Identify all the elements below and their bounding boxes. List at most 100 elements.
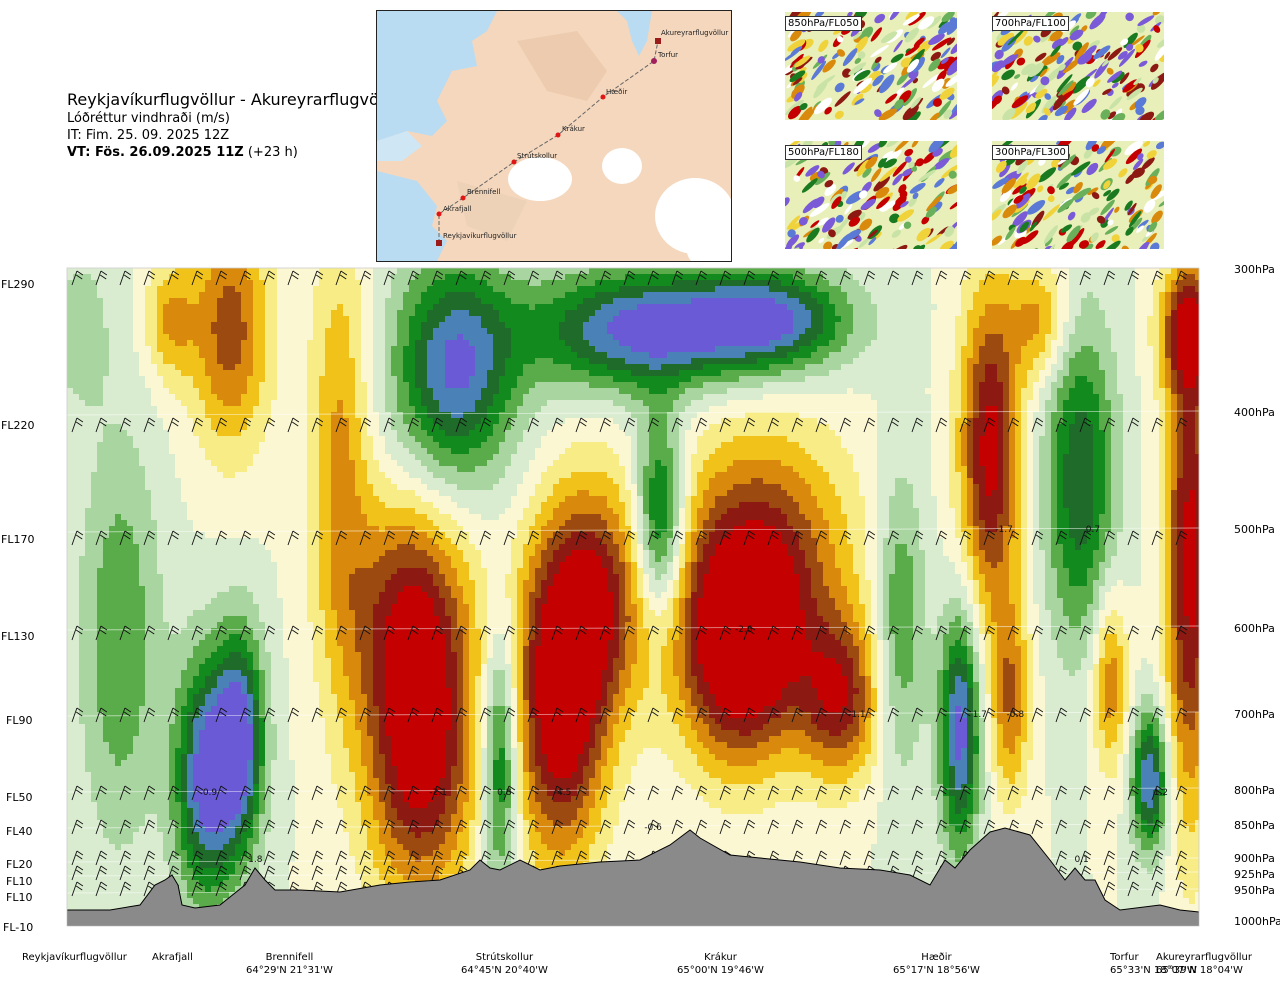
route-title: Reykjavíkurflugvöllur - Akureyrarflugvöl…: [67, 90, 404, 110]
field-cell: [145, 730, 152, 737]
field-cell: [151, 862, 158, 869]
field-cell: [85, 532, 92, 539]
field-cell: [151, 754, 158, 761]
field-cell: [283, 418, 290, 425]
mini-map-cell: [1128, 211, 1142, 228]
field-cell: [175, 868, 182, 875]
map-label: Torfur: [657, 51, 678, 59]
field-cell: [205, 790, 212, 797]
field-cell: [145, 676, 152, 683]
field-cell: [265, 754, 272, 761]
field-cell: [253, 802, 260, 809]
field-cell: [157, 742, 164, 749]
field-cell: [241, 328, 248, 335]
field-cell: [163, 508, 170, 515]
field-cell: [115, 634, 122, 641]
field-cell: [235, 472, 242, 479]
field-cell: [67, 694, 74, 701]
field-cell: [163, 370, 170, 377]
field-cell: [223, 850, 230, 857]
field-cell: [211, 364, 218, 371]
field-cell: [217, 820, 224, 827]
field-cell: [169, 712, 176, 719]
field-cell: [145, 364, 152, 371]
field-cell: [181, 568, 188, 575]
field-cell: [271, 622, 278, 629]
field-cell: [211, 766, 218, 773]
field-cell: [271, 736, 278, 743]
mini-map-cell: [949, 143, 957, 159]
field-cell: [259, 820, 266, 827]
field-cell: [157, 502, 164, 509]
field-cell: [79, 892, 86, 899]
field-cell: [259, 676, 266, 683]
field-cell: [85, 562, 92, 569]
mini-map-cell: [1118, 48, 1136, 67]
field-cell: [85, 496, 92, 503]
field-cell: [181, 862, 188, 869]
field-cell: [211, 316, 218, 323]
field-cell: [295, 670, 302, 677]
field-cell: [97, 496, 104, 503]
field-cell: [91, 844, 98, 851]
field-cell: [193, 664, 200, 671]
field-cell: [271, 406, 278, 413]
field-cell: [121, 382, 128, 389]
field-cell: [139, 556, 146, 563]
field-cell: [259, 496, 266, 503]
field-cell: [247, 838, 254, 845]
field-cell: [295, 388, 302, 395]
field-cell: [85, 652, 92, 659]
field-cell: [91, 370, 98, 377]
field-cell: [289, 304, 296, 311]
field-cell: [181, 406, 188, 413]
field-cell: [235, 574, 242, 581]
field-cell: [205, 754, 212, 761]
field-cell: [139, 610, 146, 617]
field-cell: [187, 466, 194, 473]
field-cell: [241, 484, 248, 491]
field-cell: [79, 574, 86, 581]
field-cell: [235, 328, 242, 335]
mini-map-cell: [1014, 74, 1021, 79]
field-cell: [109, 556, 116, 563]
field-cell: [145, 742, 152, 749]
field-cell: [145, 592, 152, 599]
field-cell: [223, 880, 230, 887]
field-cell: [169, 316, 176, 323]
field-cell: [283, 640, 290, 647]
field-cell: [91, 814, 98, 821]
mini-map-cell: [925, 233, 942, 245]
field-cell: [67, 790, 74, 797]
field-cell: [223, 388, 230, 395]
field-cell: [271, 268, 278, 275]
field-cell: [133, 856, 140, 863]
field-cell: [121, 580, 128, 587]
field-cell: [205, 874, 212, 881]
field-cell: [115, 850, 122, 857]
field-cell: [271, 508, 278, 515]
mini-map-cell: [1092, 79, 1101, 87]
mini-map-cell: [813, 97, 832, 115]
field-cell: [181, 514, 188, 521]
field-cell: [271, 334, 278, 341]
field-cell: [73, 736, 80, 743]
field-cell: [151, 706, 158, 713]
field-cell: [223, 364, 230, 371]
field-cell: [271, 826, 278, 833]
field-cell: [85, 742, 92, 749]
mini-map-cell: [839, 239, 854, 249]
mini-map-cell: [1037, 114, 1048, 120]
field-cell: [295, 598, 302, 605]
field-cell: [253, 628, 260, 635]
field-cell: [127, 454, 134, 461]
field-cell: [295, 688, 302, 695]
field-cell: [253, 466, 260, 473]
mini-map-cell: [1136, 24, 1146, 33]
field-cell: [181, 832, 188, 839]
field-cell: [97, 556, 104, 563]
field-cell: [277, 436, 284, 443]
field-cell: [103, 568, 110, 575]
field-cell: [133, 604, 140, 611]
field-cell: [79, 646, 86, 653]
